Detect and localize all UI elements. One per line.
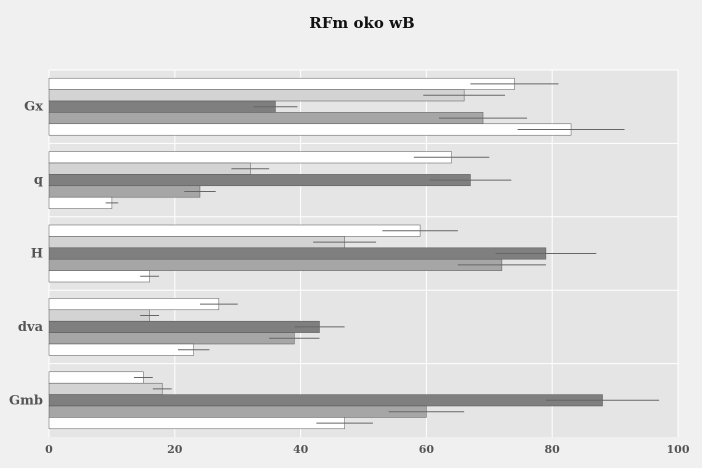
bar [48, 89, 465, 102]
bar [48, 151, 452, 164]
bar [48, 394, 603, 407]
bar [48, 185, 201, 198]
bar [48, 77, 515, 90]
category-label: Gx [24, 100, 43, 115]
bar [48, 320, 320, 333]
bar [48, 112, 484, 125]
category-label: q [34, 173, 43, 188]
x-tick-label: 40 [293, 443, 309, 456]
bar [48, 123, 572, 136]
bar [48, 100, 276, 113]
x-tick-label: 60 [419, 443, 435, 456]
bar [48, 247, 547, 260]
x-tick-label: 20 [167, 443, 183, 456]
bars [48, 77, 603, 430]
error-bars [105, 83, 660, 424]
bar [48, 309, 150, 322]
bar [48, 332, 295, 345]
category-label: dva [18, 320, 44, 335]
x-tick-labels: 0 20 40 60 80 100 [45, 443, 690, 456]
x-tick-label: 80 [545, 443, 561, 456]
bar [48, 196, 113, 209]
category-label: H [31, 247, 43, 262]
x-tick-label: 0 [45, 443, 53, 456]
bar [48, 224, 421, 237]
bar [48, 174, 471, 187]
bar [48, 382, 163, 395]
bar [48, 298, 220, 311]
bar [48, 371, 144, 384]
category-label: Gmb [9, 393, 43, 408]
bar [48, 162, 251, 175]
bar [48, 236, 345, 249]
bar [48, 270, 150, 283]
bar [48, 417, 345, 430]
bar [48, 258, 503, 271]
x-tick-label: 100 [667, 443, 690, 456]
chart-title: RFm oko wB [309, 14, 414, 32]
bar [48, 343, 194, 356]
bar [48, 405, 427, 418]
